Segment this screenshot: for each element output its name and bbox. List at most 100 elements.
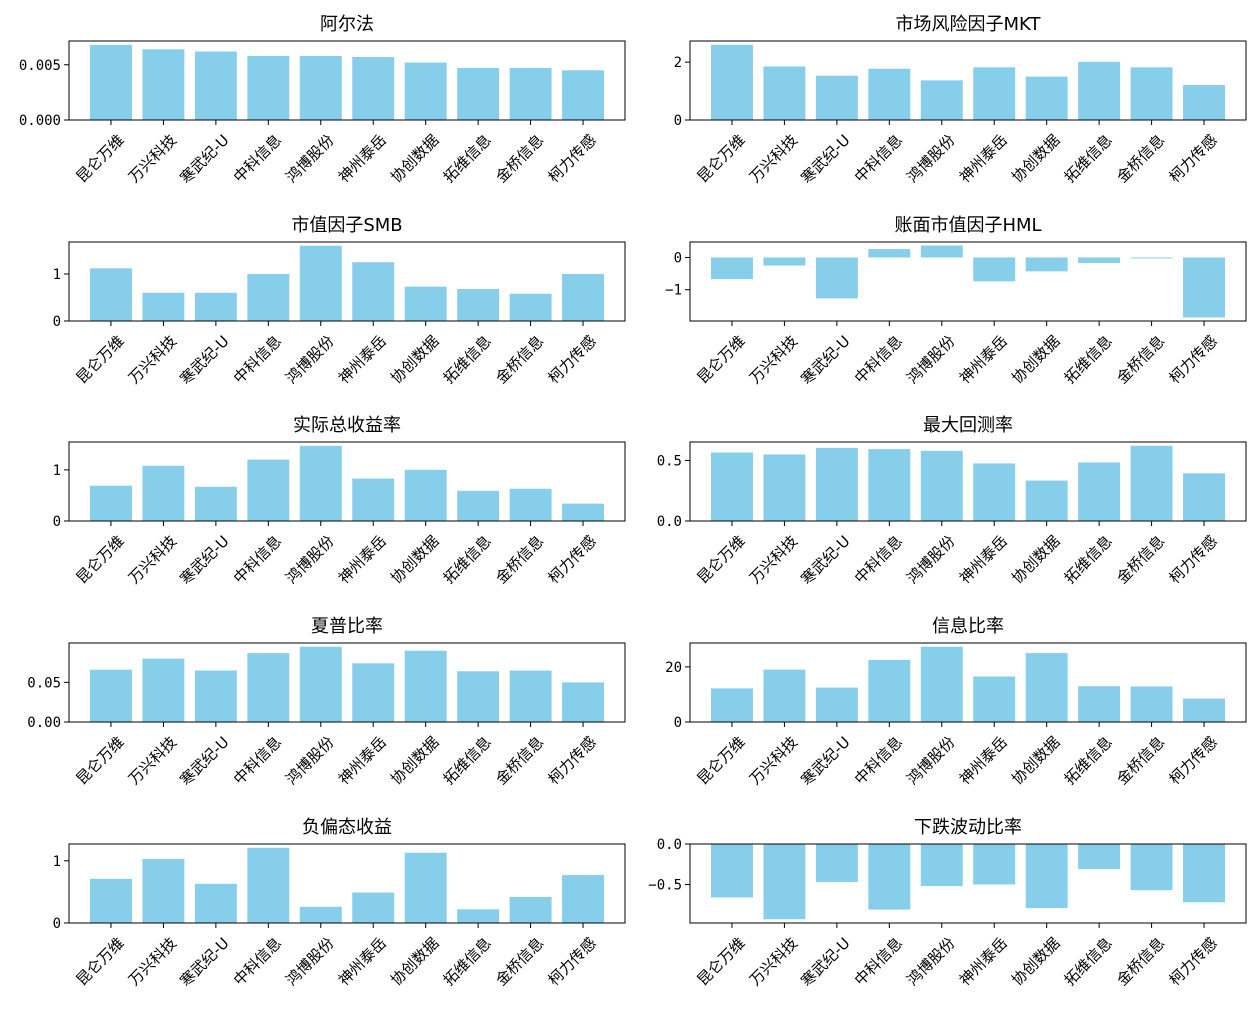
bar-6 [973,844,1016,885]
bar-3 [194,51,237,120]
axes-frame [689,241,1247,322]
bar-6 [352,663,395,722]
bar-1 [89,878,132,923]
category-label: 中科信息 [230,733,285,788]
bar-2 [763,257,806,266]
y-tick-label: −1 [665,283,682,299]
bar-5 [299,55,342,120]
bar-4 [868,249,911,258]
category-label: 拓维信息 [440,332,495,387]
y-tick-label: 0.005 [19,58,61,74]
category-label: 金桥信息 [492,532,547,587]
subplot-title: 负偏态收益 [302,817,392,838]
category-label: 柯力传感 [545,332,600,387]
category-label: 万兴科技 [746,733,801,788]
category-label: 柯力传感 [1166,934,1221,989]
bar-9 [509,293,552,321]
bar-1 [89,485,132,521]
bar-8 [457,909,500,923]
bar-10 [1183,257,1226,318]
category-label: 金桥信息 [1113,532,1168,587]
category-label: 协创数据 [387,532,442,587]
bar-3 [194,883,237,923]
y-tick-label: 0 [53,314,61,330]
subplot-title: 实际总收益率 [293,415,401,436]
bar-8 [1078,257,1121,263]
category-label: 协创数据 [1008,733,1063,788]
category-label: 协创数据 [1008,934,1063,989]
category-label: 协创数据 [387,934,442,989]
category-label: 拓维信息 [440,733,495,788]
category-label: 神州泰岳 [335,332,390,387]
category-label: 拓维信息 [1061,532,1116,587]
bar-2 [763,66,806,120]
axes-frame [68,241,626,322]
category-label: 柯力传感 [1166,332,1221,387]
bar-10 [562,273,605,321]
bar-3 [815,447,858,521]
bar-3 [815,75,858,120]
bar-7 [1025,76,1068,120]
category-label: 鸿博股份 [903,733,958,788]
category-label: 柯力传感 [1166,532,1221,587]
category-label: 协创数据 [387,332,442,387]
bar-8 [457,68,500,120]
subplot-10: 下跌波动比率 −0.5 0.0 昆仑万维万兴科技寒武纪-U中科信息鸿博股份神州泰岳协创… [648,817,1247,990]
category-label: 寒武纪-U [797,332,853,388]
category-label: 万兴科技 [125,131,180,186]
category-label: 柯力传感 [545,733,600,788]
category-label: 中科信息 [851,532,906,587]
bar-6 [973,463,1016,521]
bar-4 [868,68,911,120]
category-label: 拓维信息 [1061,332,1116,387]
bar-10 [562,70,605,120]
category-label: 协创数据 [387,733,442,788]
category-label: 协创数据 [1008,532,1063,587]
category-label: 寒武纪-U [797,131,853,187]
bar-10 [1183,473,1226,521]
bar-10 [1183,844,1226,903]
subplot-title: 夏普比率 [311,616,383,637]
category-label: 中科信息 [230,131,285,186]
bar-9 [1130,844,1173,891]
y-tick-label: 0.0 [657,837,682,853]
bar-10 [562,875,605,923]
subplot-title: 最大回测率 [923,415,1013,436]
bar-9 [509,670,552,722]
axes-frame [68,843,626,924]
category-label: 中科信息 [230,934,285,989]
bar-2 [763,844,806,920]
subplot-title: 阿尔法 [320,14,374,35]
bar-1 [710,844,753,898]
bar-1 [710,257,753,280]
bar-5 [920,646,963,722]
subplot-title: 市场风险因子MKT [896,14,1042,35]
category-label: 柯力传感 [1166,131,1221,186]
bar-8 [1078,61,1121,120]
category-label: 神州泰岳 [335,934,390,989]
bar-1 [710,44,753,121]
category-label: 万兴科技 [746,934,801,989]
category-label: 协创数据 [387,131,442,186]
subplot-5: 实际总收益率 0 1 昆仑万维万兴科技寒武纪-U中科信息鸿博股份神州泰岳协创数据拓维信… [53,415,626,588]
category-label: 柯力传感 [545,532,600,587]
category-label: 寒武纪-U [797,733,853,789]
subplot-title: 账面市值因子HML [894,215,1041,236]
bar-4 [247,55,290,120]
y-tick-label: 2 [674,55,682,71]
bar-2 [142,49,185,120]
bar-5 [920,245,963,258]
category-label: 昆仑万维 [73,131,128,186]
bar-4 [247,273,290,321]
bar-5 [920,450,963,521]
bar-7 [1025,480,1068,521]
bar-6 [352,892,395,923]
bar-9 [1130,257,1173,259]
category-label: 万兴科技 [746,332,801,387]
category-label: 鸿博股份 [282,934,337,989]
bar-5 [299,646,342,722]
category-label: 拓维信息 [1061,131,1116,186]
bar-10 [1183,698,1226,722]
bar-7 [404,852,447,923]
